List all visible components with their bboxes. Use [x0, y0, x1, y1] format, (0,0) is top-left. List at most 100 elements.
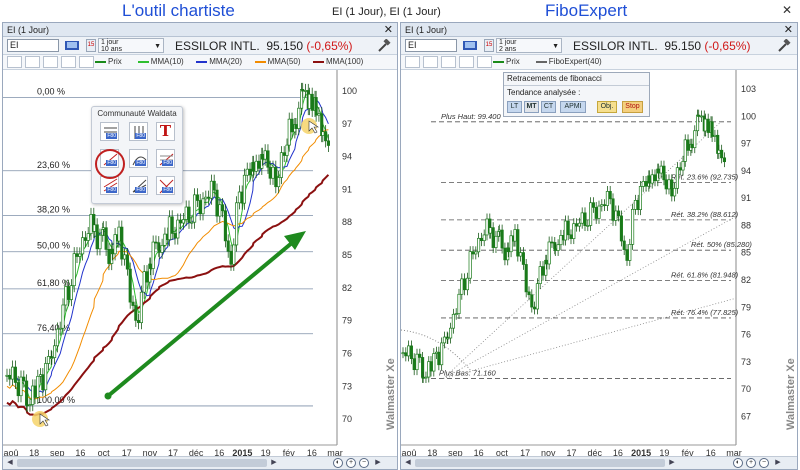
x-tick-label: 18	[427, 448, 437, 458]
scroll-right-icon[interactable]: ▶	[271, 459, 277, 466]
book-icon[interactable]	[462, 39, 478, 52]
left-instrument-quote: ESSILOR INTL. 95.150 (-0,65%)	[175, 39, 352, 53]
tool-fibonacci[interactable]: F80	[156, 149, 175, 168]
scroll-left-icon[interactable]: ◀	[405, 459, 411, 466]
book-icon[interactable]	[64, 39, 80, 52]
hammer-icon[interactable]	[377, 39, 391, 53]
x-tick-label: 19	[659, 448, 669, 458]
right-horizontal-scrollbar[interactable]: ◀ ▶ ◐ + − ▶	[401, 456, 797, 469]
scroll-end-icon[interactable]: ▶	[375, 459, 381, 466]
trend-mt-button[interactable]: MT	[524, 101, 539, 113]
stop-button[interactable]: Stop	[622, 101, 643, 113]
candle-body	[527, 291, 531, 296]
candle-body	[5, 374, 9, 377]
right-indicator-tool-4[interactable]	[477, 56, 492, 68]
instrument-change: (-0,65%)	[704, 39, 751, 53]
right-indicator-tool-3[interactable]	[459, 56, 474, 68]
right-panel-close-icon[interactable]: ✕	[783, 24, 793, 36]
right-indicator-tool-2[interactable]	[441, 56, 456, 68]
legend-entry[interactable]: MMA(10)	[137, 57, 184, 67]
zoom-fit-icon[interactable]: ◐	[333, 458, 343, 468]
left-panel-close-icon[interactable]: ✕	[383, 24, 393, 36]
candle-body	[271, 166, 275, 179]
y-tick-label: 79	[342, 316, 352, 326]
candle-body	[583, 212, 587, 226]
instrument-name: ESSILOR INTL.	[573, 39, 658, 53]
candle-body	[424, 376, 428, 379]
right-symbol-input[interactable]: EI	[405, 39, 457, 52]
scroll-right-icon[interactable]: ▶	[669, 459, 675, 466]
scroll-thumb[interactable]	[415, 459, 665, 467]
trend-arrow-head	[284, 231, 306, 250]
zoom-in-icon[interactable]: +	[746, 458, 756, 468]
tool-arc[interactable]: F80	[129, 149, 148, 168]
legend-entry[interactable]: Prix	[493, 57, 520, 67]
candle-body	[650, 174, 654, 184]
left-panel-title: EI (1 Jour)	[7, 25, 50, 35]
zoom-out-icon[interactable]: −	[759, 458, 769, 468]
left-indicator-tool-0[interactable]	[7, 56, 22, 68]
y-tick-label: 88	[342, 217, 352, 227]
legend-entry[interactable]: Prix	[95, 57, 122, 67]
candle-body	[468, 251, 472, 279]
trend-lt-button[interactable]: LT	[507, 101, 522, 113]
candle-body	[656, 168, 660, 174]
zoom-out-icon[interactable]: −	[359, 458, 369, 468]
left-period-select[interactable]: 1 jour 10 ans ▼	[98, 38, 164, 53]
left-chart-svg[interactable]: 100 97 94 91 88 85 82 79 76 73 70 Walmaster Xe aoû 18…	[3, 70, 398, 458]
legend-entry[interactable]: MMA(50)	[254, 57, 300, 67]
tool-channel[interactable]: F80	[100, 176, 119, 195]
fib-level-label: 50,00 %	[37, 241, 70, 251]
hand-cursor-icon	[39, 413, 50, 427]
x-tick-label: 16	[706, 448, 716, 458]
legend-entry[interactable]: MMA(20)	[196, 57, 242, 67]
right-indicator-tool-1[interactable]	[423, 56, 438, 68]
candle-body	[409, 345, 413, 360]
y-tick-label: 82	[741, 275, 751, 285]
zoom-in-icon[interactable]: +	[346, 458, 356, 468]
tool-text[interactable]: T	[156, 122, 175, 141]
candle-body	[569, 234, 573, 239]
tool-horizontal-line[interactable]: F80	[100, 122, 119, 141]
candle-body	[145, 271, 149, 283]
scroll-end-icon[interactable]: ▶	[775, 459, 781, 466]
candle-body	[317, 113, 321, 116]
calendar-icon[interactable]: 15	[484, 39, 494, 52]
scroll-thumb[interactable]	[17, 459, 267, 467]
candle-body	[107, 249, 111, 264]
candle-body	[19, 376, 23, 397]
right-period-select[interactable]: 1 jour 2 ans ▼	[496, 38, 562, 53]
candle-body	[463, 278, 467, 291]
left-horizontal-scrollbar[interactable]: ◀ ▶ ◐ + − ▶	[3, 456, 397, 469]
left-indicator-tool-3[interactable]	[61, 56, 76, 68]
candle-body	[521, 252, 525, 265]
fib-level-label: 23,60 %	[37, 160, 70, 170]
tool-fan[interactable]: F80	[129, 176, 148, 195]
window-close-button[interactable]: ✕	[781, 3, 793, 17]
objective-button[interactable]: Obj.	[597, 101, 617, 113]
right-indicator-tool-0[interactable]	[405, 56, 420, 68]
candle-body	[86, 233, 90, 241]
zoom-fit-icon[interactable]: ◐	[733, 458, 743, 468]
tool-vertical-lines[interactable]: F80	[129, 122, 148, 141]
hammer-icon[interactable]	[777, 39, 791, 53]
left-price-chart[interactable]: 100 97 94 91 88 85 82 79 76 73 70 Walmaster Xe aoû 18…	[3, 70, 397, 458]
left-indicator-tool-2[interactable]	[43, 56, 58, 68]
right-price-chart[interactable]: 103 100 97 94 91 88 85 82 79 76 73 70 67 Walmaster Xe…	[401, 70, 797, 458]
retracement-label: Rét. 76.4% (77.825)	[671, 308, 739, 317]
moving-average-line	[6, 129, 329, 400]
legend-label: FiboExpert(40)	[548, 57, 602, 66]
calendar-icon[interactable]: 15	[86, 39, 96, 52]
left-indicator-tool-4[interactable]	[79, 56, 94, 68]
legend-entry[interactable]: MMA(100)	[313, 57, 363, 67]
left-indicator-tool-1[interactable]	[25, 56, 40, 68]
scroll-left-icon[interactable]: ◀	[7, 459, 13, 466]
left-symbol-input[interactable]: EI	[7, 39, 59, 52]
trend-apmi-button[interactable]: APMI	[560, 101, 586, 113]
tool-gann[interactable]: F80	[156, 176, 175, 195]
candle-body	[221, 204, 225, 212]
right-chart-svg[interactable]: 103 100 97 94 91 88 85 82 79 76 73 70 67 Walmaster Xe…	[401, 70, 798, 458]
trend-ct-button[interactable]: CT	[541, 101, 556, 113]
legend-entry[interactable]: FiboExpert(40)	[535, 57, 602, 67]
y-tick-label: 97	[342, 119, 352, 129]
